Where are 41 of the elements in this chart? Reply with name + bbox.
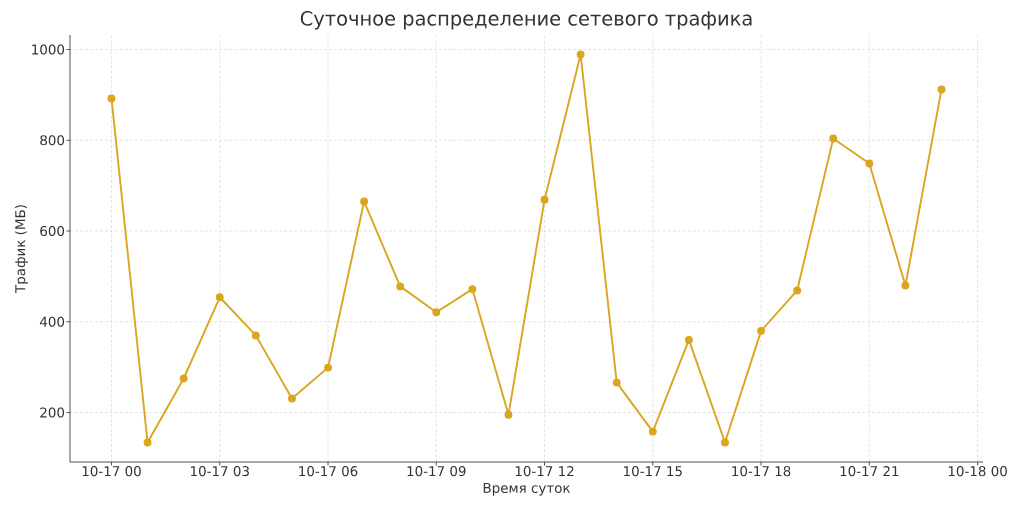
point: [107, 94, 116, 103]
point: [468, 285, 477, 294]
x-tick-label: 10-17 00: [82, 466, 141, 477]
point: [648, 427, 657, 436]
point: [757, 326, 766, 335]
point: [504, 410, 513, 419]
x-tick-label: 10-17 18: [732, 466, 791, 477]
y-tick-label: 600: [40, 225, 65, 237]
point: [829, 134, 838, 143]
point: [215, 293, 224, 302]
x-tick-label: 10-17 12: [515, 466, 574, 477]
x-tick-label: 10-17 03: [191, 466, 249, 477]
point: [540, 195, 549, 204]
point: [360, 197, 369, 206]
point: [793, 286, 802, 295]
point: [251, 331, 260, 340]
point: [324, 363, 332, 372]
x-tick-label: 10-17 09: [407, 466, 466, 477]
x-tick-label: 10-17 21: [840, 466, 899, 477]
y-tick-label: 200: [40, 407, 65, 418]
x-axis-title: Время суток: [483, 483, 571, 496]
x-tick-label: 10-18 00: [948, 466, 1007, 477]
point: [721, 438, 729, 447]
y-tick-label: 800: [40, 135, 65, 146]
point: [576, 50, 585, 59]
point: [396, 282, 405, 291]
point: [612, 378, 621, 387]
point: [865, 159, 874, 168]
point: [287, 394, 296, 403]
point: [684, 335, 693, 344]
y-axis-title: Трафик (МБ): [14, 205, 28, 294]
y-tick-label: 1000: [32, 44, 65, 55]
y-tick-label: 400: [39, 316, 65, 327]
x-tick-label: 10-17 15: [624, 466, 682, 477]
point: [179, 374, 188, 383]
point: [937, 85, 946, 94]
point: [901, 281, 910, 290]
x-tick-label: 10-17 06: [299, 466, 358, 477]
point: [432, 308, 441, 317]
chart-title: Суточное распределение сетевого трафика: [300, 11, 752, 30]
point: [143, 438, 152, 447]
